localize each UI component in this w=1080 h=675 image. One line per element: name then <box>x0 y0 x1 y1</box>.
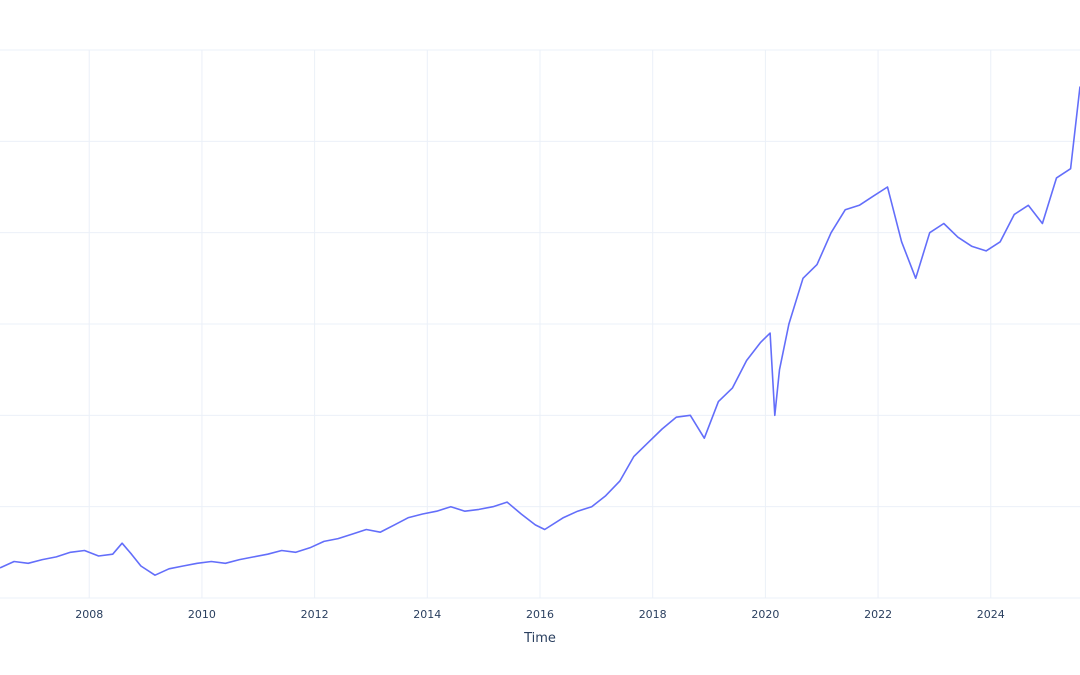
x-tick-label: 2012 <box>301 608 329 621</box>
x-tick-label: 2010 <box>188 608 216 621</box>
x-tick-label: 2018 <box>639 608 667 621</box>
x-tick-label: 2020 <box>751 608 779 621</box>
x-tick-label: 2008 <box>75 608 103 621</box>
x-tick-label: 2016 <box>526 608 554 621</box>
series-group <box>0 86 1080 576</box>
x-axis-title: Time <box>523 631 556 646</box>
x-tick-label: 2024 <box>977 608 1005 621</box>
grid-lines <box>0 49 1080 599</box>
series-line-0 <box>0 86 1080 576</box>
x-tick-labels: 2008 2010 2012 2014 2016 2018 2020 2022 2024 <box>75 608 1005 621</box>
x-tick-label: 2014 <box>413 608 441 621</box>
x-tick-label: 2022 <box>864 608 892 621</box>
